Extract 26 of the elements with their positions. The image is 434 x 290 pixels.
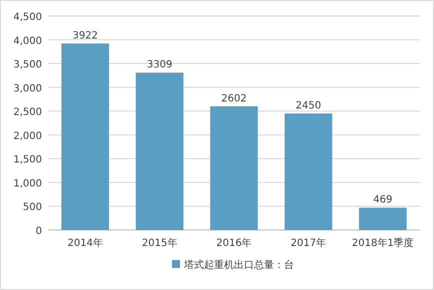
x-tick-label: 2014年 <box>67 237 103 249</box>
x-tick-label: 2018年1季度 <box>352 237 414 249</box>
x-tick-label: 2017年 <box>290 237 326 249</box>
data-label: 2450 <box>296 100 322 112</box>
y-tick-label: 4,500 <box>13 12 42 23</box>
y-tick-label: 3,500 <box>13 60 42 71</box>
y-tick-label: 3,000 <box>13 83 42 94</box>
x-tick-label: 2016年 <box>216 237 252 249</box>
x-tick-label: 2015年 <box>142 237 178 249</box>
y-tick-label: 4,000 <box>13 36 42 47</box>
y-tick-label: 1,000 <box>13 178 42 190</box>
data-label: 469 <box>373 194 392 206</box>
data-label: 2602 <box>221 93 247 104</box>
bar <box>136 72 184 230</box>
data-label: 3922 <box>72 30 98 42</box>
y-tick-label: 0 <box>36 226 42 237</box>
y-tick-label: 2,000 <box>13 130 42 142</box>
bar <box>358 208 407 230</box>
bar <box>284 113 332 230</box>
y-tick-label: 2,500 <box>13 107 42 118</box>
y-tick-label: 500 <box>22 202 42 214</box>
legend-label: 塔式起重机出口总量：台 <box>183 259 294 271</box>
y-tick-label: 1,500 <box>13 154 42 166</box>
bar <box>210 106 258 230</box>
bar <box>61 43 110 230</box>
data-label: 3309 <box>146 60 172 71</box>
